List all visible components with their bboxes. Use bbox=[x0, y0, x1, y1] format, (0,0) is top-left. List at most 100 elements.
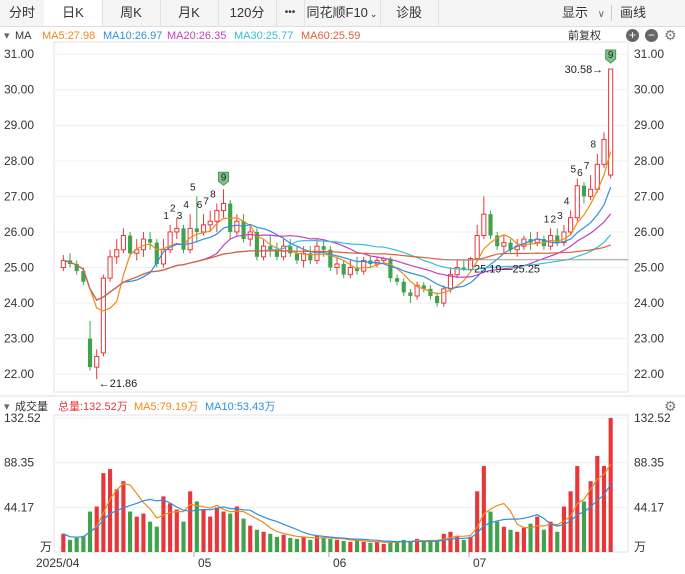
volume-title[interactable]: 成交量 bbox=[15, 401, 48, 413]
volume-bar-up bbox=[168, 503, 173, 552]
ma20-value: MA20:26.35 bbox=[167, 30, 227, 42]
volume-bar-down bbox=[81, 535, 86, 552]
volume-bar-up bbox=[455, 535, 460, 552]
price-tick-label-right: 27.00 bbox=[634, 189, 664, 203]
display-menu-button[interactable]: 显示 ∨ bbox=[562, 0, 605, 26]
candle-body-up bbox=[481, 213, 487, 237]
candle-body-up bbox=[207, 220, 213, 226]
candle-body-down bbox=[288, 246, 293, 254]
candle-body-up bbox=[234, 220, 240, 233]
volume-bar-down bbox=[294, 538, 300, 552]
volume-bar-down bbox=[128, 511, 133, 552]
count-b-2: 2 bbox=[550, 214, 556, 225]
volume-bar-down bbox=[354, 539, 360, 552]
chevron-down-icon: ⌄ bbox=[568, 31, 576, 41]
candle-body-down bbox=[268, 246, 273, 250]
volume-bar-up bbox=[501, 526, 506, 552]
price-tick-label-right: 25.00 bbox=[634, 261, 664, 275]
volume-bar-up bbox=[601, 466, 607, 552]
tab-weekly-k[interactable]: 周K bbox=[102, 0, 161, 26]
sequence-badge-mid bbox=[218, 171, 230, 186]
candle-body-down bbox=[194, 228, 199, 232]
price-legend: ▾ MA MA5:27.98 MA10:26.97 MA20:26.35 MA3… bbox=[0, 27, 685, 44]
more-tabs-button[interactable]: ••• bbox=[276, 0, 305, 26]
count-b-4: 4 bbox=[564, 197, 570, 208]
volume-bar-down bbox=[308, 539, 313, 552]
candle-body-up bbox=[441, 288, 447, 304]
price-tick-label-left: 22.00 bbox=[4, 367, 34, 381]
volume-bar-up bbox=[515, 531, 520, 552]
volume-bar-up bbox=[208, 516, 213, 552]
candle-body-down bbox=[388, 258, 393, 279]
volume-bar-up bbox=[94, 506, 99, 552]
volume-bar-up bbox=[348, 541, 353, 552]
volume-bar-up bbox=[121, 481, 126, 552]
indicator-name[interactable]: MA bbox=[15, 30, 32, 42]
count-a-4: 4 bbox=[183, 200, 189, 211]
candle-body-up bbox=[574, 185, 580, 219]
volume-bar-down bbox=[154, 526, 159, 552]
low-price-label: ←21.86 bbox=[99, 378, 138, 390]
settings-gear-icon[interactable]: ⚙ bbox=[664, 398, 677, 414]
price-tick-label-right: 22.00 bbox=[634, 367, 664, 381]
collapse-icon[interactable]: ▾ bbox=[4, 30, 10, 42]
volume-bar-down bbox=[428, 540, 433, 552]
price-tick-label-right: 26.00 bbox=[634, 225, 664, 239]
volume-bar-down bbox=[368, 542, 373, 552]
settings-gear-icon[interactable]: ⚙ bbox=[664, 27, 677, 43]
candle-body-up bbox=[94, 355, 100, 368]
tab-120min[interactable]: 120分 bbox=[218, 0, 277, 26]
sequence-badge-top bbox=[605, 49, 617, 64]
candle-body-up bbox=[588, 188, 594, 197]
candle-body-down bbox=[81, 271, 86, 282]
candle-body-up bbox=[347, 267, 353, 276]
ma60-value: MA60:25.59 bbox=[301, 30, 361, 42]
volume-bar-up bbox=[475, 491, 480, 552]
price-tick-label-left: 23.00 bbox=[4, 332, 34, 346]
volume-bar-up bbox=[161, 496, 166, 552]
volume-ma10-line bbox=[63, 483, 612, 543]
count-b-1: 1 bbox=[544, 214, 550, 225]
candle-body-down bbox=[495, 235, 500, 247]
volume-bar-up bbox=[114, 489, 119, 552]
sequence-badge-mid-text: 9 bbox=[221, 172, 227, 183]
divider bbox=[611, 5, 612, 21]
candle-body-down bbox=[341, 263, 346, 275]
volume-bar-up bbox=[521, 527, 526, 552]
tab-monthly-k[interactable]: 月K bbox=[160, 0, 219, 26]
volume-bar-down bbox=[254, 529, 259, 552]
zoom-out-icon[interactable]: − bbox=[645, 29, 658, 42]
zoom-in-icon[interactable]: + bbox=[626, 29, 639, 42]
tab-daily-k[interactable]: 日K bbox=[44, 0, 103, 26]
collapse-icon[interactable]: ▾ bbox=[4, 401, 10, 413]
tab-diagnose[interactable]: 诊股 bbox=[380, 0, 439, 26]
volume-bar-down bbox=[581, 501, 587, 552]
price-tick-label-right: 29.00 bbox=[634, 118, 664, 132]
volume-tick-label-left: 132.52 bbox=[4, 411, 41, 425]
candle-body-up bbox=[220, 202, 227, 212]
ma60-line bbox=[63, 244, 611, 301]
candle-body-down bbox=[401, 281, 406, 293]
chevron-down-icon: ⌄ bbox=[369, 9, 378, 19]
volume-bar-up bbox=[261, 531, 266, 552]
candle-body-down bbox=[435, 295, 440, 304]
volume-bar-down bbox=[194, 501, 199, 552]
draw-line-button[interactable]: 画线 bbox=[620, 5, 647, 20]
volume-bar-down bbox=[228, 513, 233, 552]
price-tick-label-right: 31.00 bbox=[634, 47, 664, 61]
volume-bar-down bbox=[328, 538, 333, 552]
candle-body-down bbox=[148, 239, 153, 243]
tab-f10[interactable]: 同花顺F10 ⌄ bbox=[304, 0, 381, 26]
candle-body-up bbox=[361, 259, 367, 272]
f10-label: 同花顺F10 bbox=[306, 5, 368, 20]
candle-body-down bbox=[128, 235, 133, 254]
volume-bar-up bbox=[561, 506, 567, 552]
candle-body-up bbox=[414, 284, 420, 297]
candle-body-down bbox=[321, 246, 326, 250]
volume-bar-down bbox=[421, 541, 426, 552]
candle-body-down bbox=[488, 214, 493, 236]
count-b-6: 6 bbox=[577, 168, 583, 179]
candle-body-up bbox=[174, 227, 180, 233]
volume-bar-up bbox=[548, 521, 553, 552]
